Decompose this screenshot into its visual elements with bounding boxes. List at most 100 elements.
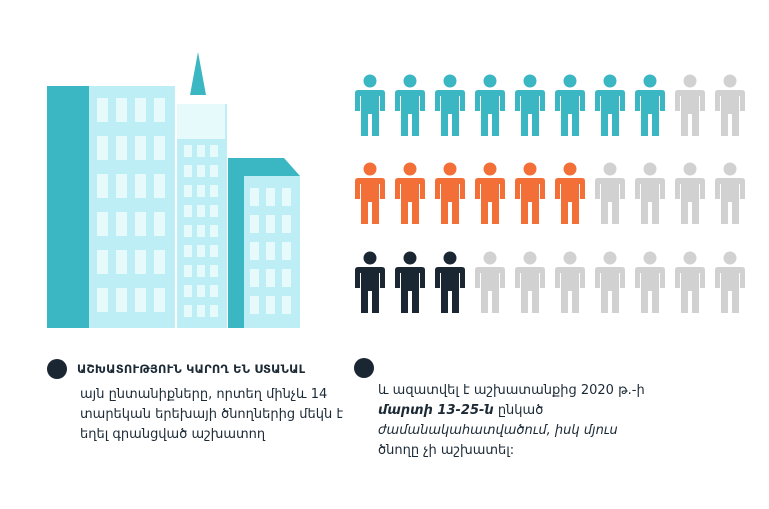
left-legend-dot: [47, 359, 67, 379]
people-grid: [355, 74, 745, 313]
person-icon: [475, 251, 505, 313]
left-heading: ԱՇԽԱՏՈՒԹՅՈՒՆ ԿԱՐՈՂ ԵՆ ՍՏԱՆԱԼ: [77, 362, 306, 376]
building-window: [250, 269, 259, 287]
person-icon: [395, 162, 425, 224]
building-window: [135, 250, 146, 274]
person-icon: [555, 251, 585, 313]
building-window: [154, 174, 165, 198]
person-icon: [475, 74, 505, 136]
building-window: [97, 212, 108, 236]
highlighted-dates: մարտի 13-25-ն: [378, 403, 494, 418]
building-window: [197, 225, 205, 237]
person-icon: [355, 74, 385, 136]
right-description: և ազատվել է աշխատանքից 2020 թ.-ի մարտի 1…: [378, 381, 738, 461]
building-window: [135, 288, 146, 312]
person-icon: [515, 251, 545, 313]
building-window: [282, 188, 291, 206]
building-window: [210, 145, 218, 157]
person-icon: [355, 162, 385, 224]
building-window: [135, 212, 146, 236]
person-icon: [555, 162, 585, 224]
building-window: [210, 265, 218, 277]
building-window: [184, 185, 192, 197]
building-window: [184, 285, 192, 297]
building-window: [154, 288, 165, 312]
building-window: [116, 250, 127, 274]
person-icon: [675, 162, 705, 224]
building-window: [184, 245, 192, 257]
person-icon: [355, 251, 385, 313]
building-window: [197, 305, 205, 317]
building-window: [135, 136, 146, 160]
building-window: [282, 215, 291, 233]
person-icon: [515, 162, 545, 224]
building-window: [116, 212, 127, 236]
person-icon: [715, 251, 745, 313]
person-icon: [475, 162, 505, 224]
building-window: [250, 215, 259, 233]
building-window: [210, 185, 218, 197]
building-window: [266, 296, 275, 314]
building-window: [266, 188, 275, 206]
building-window: [154, 250, 165, 274]
right-line-3: ժամանակահատվածում, իսկ մյուս: [378, 423, 618, 438]
person-icon: [515, 74, 545, 136]
person-icon: [675, 251, 705, 313]
building-window: [135, 174, 146, 198]
person-icon: [595, 74, 625, 136]
person-icon: [395, 251, 425, 313]
building-window: [250, 188, 259, 206]
building-window: [210, 205, 218, 217]
right-line-2-rest: ընկած: [493, 403, 544, 418]
left-description-line: եղել գրանցված աշխատող: [80, 427, 266, 442]
building-window: [184, 165, 192, 177]
building-window: [197, 265, 205, 277]
building-window: [197, 165, 205, 177]
building-window: [97, 250, 108, 274]
building-window: [184, 305, 192, 317]
person-icon: [635, 251, 665, 313]
building-window: [184, 145, 192, 157]
building-window: [266, 215, 275, 233]
building-window: [197, 245, 205, 257]
right-legend-dot: [354, 358, 374, 378]
building-window: [97, 288, 108, 312]
right-line-2: մարտի 13-25-ն ընկած: [378, 401, 738, 421]
building-window: [197, 285, 205, 297]
person-icon: [635, 74, 665, 136]
building-window: [282, 242, 291, 260]
building-window: [210, 305, 218, 317]
right-line-1: և ազատվել է աշխատանքից 2020 թ.-ի: [378, 383, 645, 398]
person-icon: [435, 162, 465, 224]
building-window: [184, 265, 192, 277]
building-window: [210, 225, 218, 237]
building-window: [210, 165, 218, 177]
left-description-line: տարեկան երեխայի ծնողներից մեկն է: [80, 407, 344, 422]
person-icon: [715, 74, 745, 136]
building-window: [154, 136, 165, 160]
building-window: [197, 145, 205, 157]
building-window: [154, 212, 165, 236]
building-window: [184, 205, 192, 217]
person-icon: [635, 162, 665, 224]
person-icon: [595, 162, 625, 224]
building-window: [116, 288, 127, 312]
buildings-icon: [47, 52, 300, 328]
left-description-line: այն ընտանիքները, որտեղ մինչև 14: [80, 387, 328, 402]
person-icon: [395, 74, 425, 136]
building-window: [210, 245, 218, 257]
building-window: [116, 136, 127, 160]
building-window: [97, 98, 108, 122]
building-window: [154, 98, 165, 122]
building-window: [250, 296, 259, 314]
person-icon: [435, 251, 465, 313]
building-window: [184, 225, 192, 237]
building-window: [197, 185, 205, 197]
building-window: [135, 98, 146, 122]
building-window: [116, 174, 127, 198]
building-window: [250, 242, 259, 260]
left-description: այն ընտանիքները, որտեղ մինչև 14 տարեկան …: [80, 385, 352, 445]
building-window: [266, 242, 275, 260]
person-icon: [435, 74, 465, 136]
